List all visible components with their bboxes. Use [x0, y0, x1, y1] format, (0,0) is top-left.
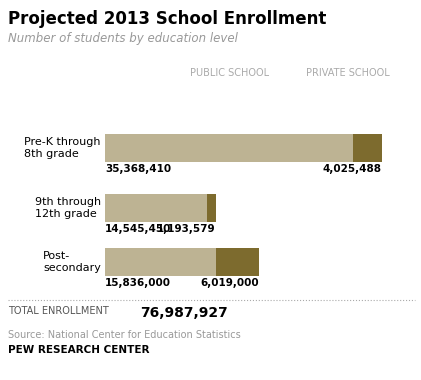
- Bar: [353, 134, 382, 162]
- Text: 35,368,410: 35,368,410: [105, 164, 171, 174]
- Text: 15,836,000: 15,836,000: [105, 278, 171, 288]
- Text: 76,987,927: 76,987,927: [140, 306, 228, 320]
- Text: TOTAL ENROLLMENT: TOTAL ENROLLMENT: [8, 306, 109, 316]
- Text: PUBLIC SCHOOL: PUBLIC SCHOOL: [190, 68, 269, 78]
- Bar: [105, 134, 353, 162]
- Text: Pre-K through
8th grade: Pre-K through 8th grade: [24, 137, 101, 159]
- Text: 4,025,488: 4,025,488: [322, 164, 382, 174]
- Text: Source: National Center for Education Statistics: Source: National Center for Education St…: [8, 330, 241, 340]
- Text: 1,193,579: 1,193,579: [157, 224, 216, 234]
- Bar: [216, 248, 258, 276]
- Text: 9th through
12th grade: 9th through 12th grade: [35, 197, 101, 219]
- Bar: [105, 248, 216, 276]
- Bar: [105, 194, 207, 222]
- Text: Number of students by education level: Number of students by education level: [8, 32, 238, 45]
- Text: PRIVATE SCHOOL: PRIVATE SCHOOL: [306, 68, 390, 78]
- Text: Projected 2013 School Enrollment: Projected 2013 School Enrollment: [8, 10, 326, 28]
- Text: Post-
secondary: Post- secondary: [43, 251, 101, 273]
- Bar: [207, 194, 216, 222]
- Text: 6,019,000: 6,019,000: [200, 278, 258, 288]
- Text: 14,545,450: 14,545,450: [105, 224, 171, 234]
- Text: PEW RESEARCH CENTER: PEW RESEARCH CENTER: [8, 345, 149, 355]
